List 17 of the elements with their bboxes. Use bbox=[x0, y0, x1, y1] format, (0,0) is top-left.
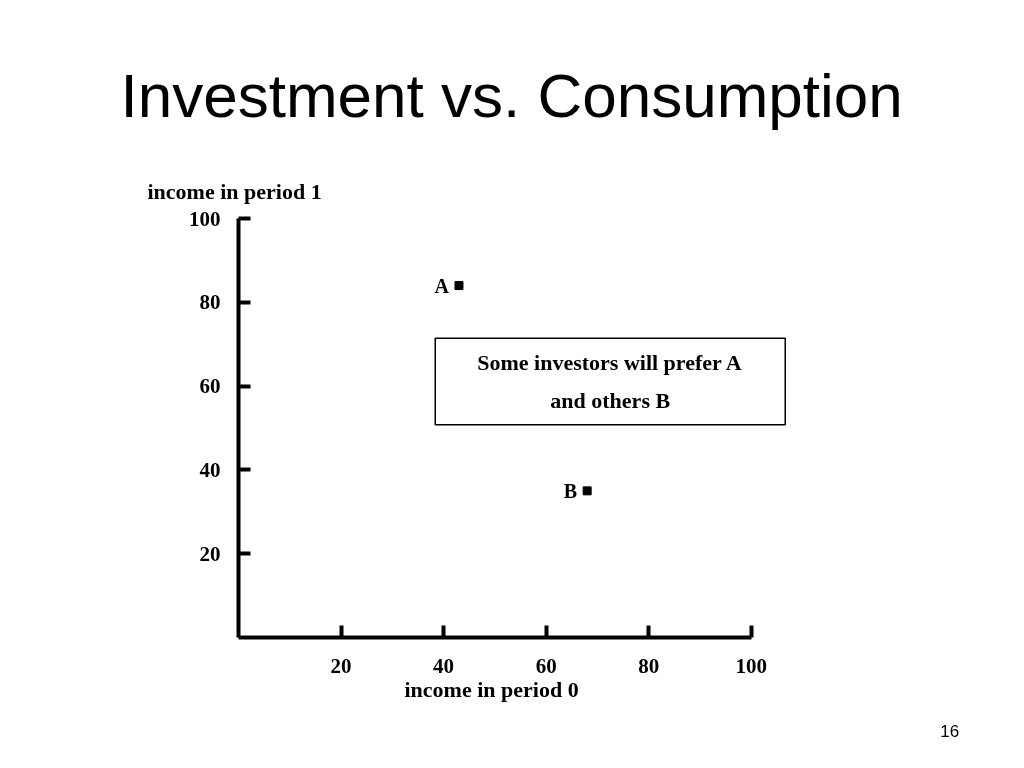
y-tick-label: 60 bbox=[199, 374, 221, 399]
x-tick-label: 100 bbox=[735, 653, 767, 678]
x-tick-label: 40 bbox=[433, 653, 455, 678]
y-axis-title: income in period 1 bbox=[147, 178, 322, 204]
chart-title: Investment vs. Consumption bbox=[120, 60, 903, 130]
annotation: Some investors will prefer A and others B bbox=[477, 350, 742, 413]
y-tick-label: 20 bbox=[199, 541, 221, 566]
y-tick-label: 100 bbox=[189, 206, 221, 231]
series-label: B bbox=[563, 479, 578, 502]
x-tick-label: 80 bbox=[638, 653, 660, 678]
series-label: A bbox=[434, 274, 450, 297]
x-tick-label: 20 bbox=[330, 653, 352, 678]
y-tick-label: 40 bbox=[199, 457, 221, 482]
y-tick-label: 80 bbox=[199, 290, 221, 315]
text: 16 bbox=[940, 722, 960, 741]
x-axis-title: income in period 0 bbox=[404, 676, 579, 702]
x-tick-label: 60 bbox=[535, 653, 557, 678]
